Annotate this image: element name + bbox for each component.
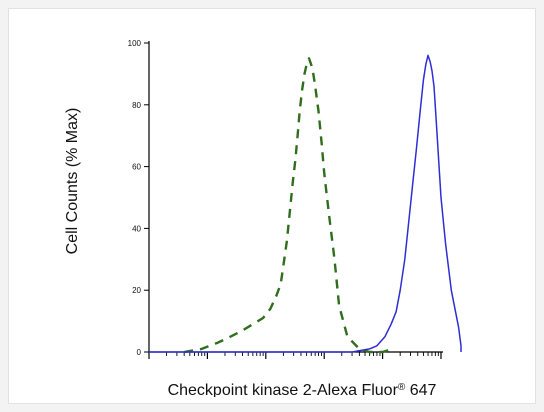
y-tick-label-100: 100 [128,39,142,48]
y-axis-label: Cell Counts (% Max) [64,108,81,255]
y-tick-label-40: 40 [132,224,141,233]
y-tick-label-60: 60 [132,163,141,172]
x-axis-label: Checkpoint kinase 2-Alexa Fluor® 647 [168,382,437,397]
histogram-chart: 0 20 40 60 80 100 Cell Counts (% Max) Checkpo… [64,39,462,397]
y-tick-label-20: 20 [132,286,141,295]
series-line-1-solid [149,54,462,353]
x-axis-label-main: Checkpoint kinase 2-Alexa Fluor [168,382,399,397]
y-tick-label-0: 0 [137,348,142,357]
axes: 0 20 40 60 80 100 [128,39,443,359]
chart-panel: 0 20 40 60 80 100 Cell Counts (% Max) Checkpo… [57,25,517,397]
x-axis-label-tail: 647 [405,382,436,397]
y-tick-label-80: 80 [132,101,141,110]
series-line-0-dashed [183,57,394,354]
plot-area [149,54,462,354]
figure-frame: 0 20 40 60 80 100 Cell Counts (% Max) Checkpo… [8,8,536,404]
registered-mark: ® [398,382,406,393]
